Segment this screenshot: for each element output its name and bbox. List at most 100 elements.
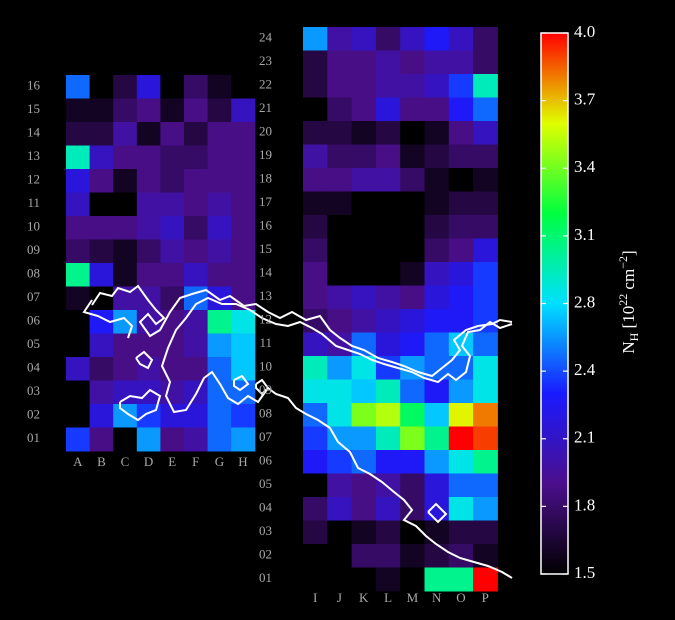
cell [400,379,425,404]
colorbar-label-part: −2 [616,256,630,269]
cell [473,379,498,404]
column-label: D [144,454,153,469]
cell [231,122,256,146]
cell [303,450,328,474]
row-label: 01 [259,570,272,585]
cell [400,473,425,498]
cell [303,27,328,51]
cell [113,263,138,287]
column-label: P [482,590,489,605]
column-label: N [432,590,442,605]
cell [160,239,185,264]
cell [424,544,450,568]
cell [400,144,425,169]
cell [327,379,353,404]
cell [113,169,138,193]
row-label: 19 [259,147,272,162]
cell [375,403,401,427]
cell [375,332,401,357]
column-label: O [456,590,465,605]
cell [184,98,209,123]
cell [424,262,450,286]
cell [113,427,138,452]
cell [184,169,209,193]
cell [66,169,91,193]
cell [351,238,377,263]
cell [89,98,114,123]
cell [327,50,353,75]
cell [473,473,498,498]
row-label: 02 [27,407,40,422]
column-label: B [97,454,106,469]
row-label: 01 [27,430,40,445]
cell [113,122,138,146]
cell [160,380,185,405]
row-label: 04 [259,500,273,515]
cell [351,74,377,98]
cell [400,74,425,98]
cell [448,121,474,145]
cell [375,238,401,263]
colorbar-label-part: 22 [616,294,630,306]
cell [375,285,401,310]
cell [136,192,161,217]
colorbar: 1.5 1.8 2.1 2.4 2.8 3.1 3.4 3.7 4.0 NH [1022 cm−2… [540,22,641,582]
row-label: 05 [259,476,272,491]
cell [424,450,450,474]
cell [448,262,474,286]
colorbar-tick-label: 1.5 [574,563,595,582]
cell [184,192,209,217]
cell [184,122,209,146]
cell [136,427,161,452]
cell [184,333,209,358]
cell [351,403,377,427]
cell [113,216,138,240]
cell [424,74,450,98]
cell [375,50,401,75]
cell [303,74,328,98]
cell [207,192,232,217]
cell [66,239,91,264]
cell [66,310,91,334]
cell [89,286,114,311]
row-label: 16 [259,218,273,233]
cell [473,97,498,122]
cell [303,144,328,169]
cell [351,426,377,451]
cell [113,404,138,428]
cell [89,239,114,264]
cell [473,121,498,145]
row-label: 22 [259,77,272,92]
cell [473,567,498,592]
row-label: 15 [259,241,272,256]
cell [327,356,353,380]
cell [473,262,498,286]
row-label: 06 [27,313,41,328]
cell [473,238,498,263]
cell [136,145,161,170]
cell [207,427,232,452]
cell [160,192,185,217]
cell [327,309,353,333]
cell [351,27,377,51]
cell [66,404,91,428]
row-label: 18 [259,171,272,186]
cell [375,544,401,568]
cell [184,310,209,334]
cell [303,285,328,310]
cell [375,567,401,592]
cell [424,97,450,122]
cell [424,168,450,192]
cell [66,427,91,452]
cell [424,285,450,310]
cell [448,379,474,404]
cell [424,27,450,51]
colorbar-tick-label: 3.4 [574,157,596,176]
cell [113,145,138,170]
cell [400,332,425,357]
cell [400,121,425,145]
cell [327,238,353,263]
row-label: 08 [259,406,272,421]
contour [82,299,134,339]
row-label: 11 [27,195,40,210]
